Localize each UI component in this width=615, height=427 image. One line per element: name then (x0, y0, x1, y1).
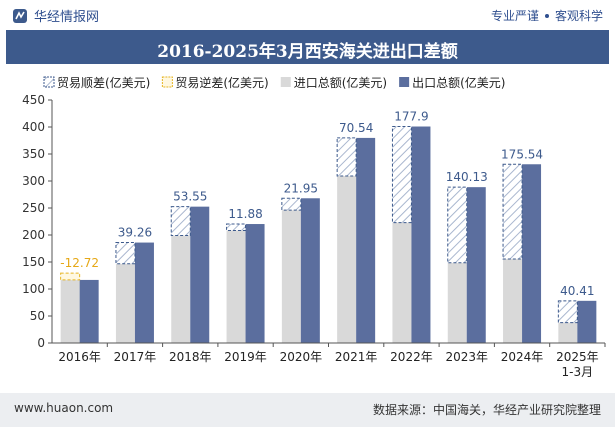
surplus-bar (336, 137, 357, 177)
data-label: 177.9 (394, 110, 428, 124)
data-label: 140.13 (446, 170, 488, 184)
deficit-bar (60, 272, 81, 281)
brand-name: 华经情报网 (34, 10, 100, 25)
surplus-bar (502, 163, 523, 260)
legend-import-swatch (280, 77, 291, 87)
y-tick-label: 0 (37, 336, 45, 350)
legend-label: 进口总额(亿美元) (294, 75, 387, 90)
import-bar (226, 230, 246, 343)
brand[interactable]: 华经情报网 (12, 6, 99, 25)
tagline: 专业严谨 客观科学 (491, 7, 603, 24)
x-tick-label: 2017年 (114, 350, 157, 364)
chart: 贸易顺差(亿美元) 贸易逆差(亿美元) 进口总额(亿美元) 出口总额(亿美元) 0 50… (22, 75, 606, 379)
export-bar (134, 242, 154, 343)
surplus-bar (226, 223, 247, 231)
surplus-bar (170, 206, 191, 237)
y-tick-label: 200 (22, 228, 45, 242)
top-bar: 华经情报网 专业严谨 客观科学 (0, 0, 615, 30)
export-bar (300, 198, 320, 343)
legend-deficit-swatch (161, 76, 173, 88)
data-label: 21.95 (284, 181, 318, 195)
x-tick-label: 2022年 (390, 350, 433, 364)
legend-export-swatch (399, 77, 410, 87)
brand-logo-icon (13, 9, 27, 23)
x-axis: 2016年 2017年 2018年 2019年 2020年 2021年 2022年 2023年… (52, 342, 606, 379)
surplus-bar (557, 300, 578, 324)
x-tick-label: 2018年 (169, 350, 212, 364)
tagline-right: 客观科学 (554, 9, 603, 23)
import-bar (281, 210, 301, 343)
import-bar (60, 273, 80, 343)
export-bar (245, 224, 265, 343)
legend-surplus-swatch (43, 76, 55, 88)
import-bar (115, 263, 135, 343)
import-bar (503, 259, 523, 343)
surplus-bar (281, 197, 302, 211)
y-tick-label: 300 (22, 174, 45, 188)
surplus-bar (447, 186, 468, 264)
x-tick-label: 2021年 (335, 350, 378, 364)
y-tick-label: 50 (30, 309, 45, 323)
x-tick-label: 2023年 (445, 350, 488, 364)
y-tick-label: 400 (22, 120, 45, 134)
data-label: -12.72 (60, 256, 99, 270)
data-label: 11.88 (228, 207, 262, 221)
x-tick-label: 2019年 (224, 350, 267, 364)
x-tick-label: 2025年 (556, 350, 599, 364)
data-label: 70.54 (339, 121, 373, 135)
export-bar (411, 126, 431, 343)
x-tick-label: 2020年 (280, 350, 323, 364)
export-bar (522, 164, 542, 343)
tagline-left: 专业严谨 (490, 9, 539, 23)
legend-label: 贸易逆差(亿美元) (175, 75, 268, 90)
export-bar (190, 206, 210, 343)
x-tick-label: 1-3月 (562, 365, 594, 379)
footer: www.huaon.com 数据来源：中国海关，华经产业研究院整理 (0, 393, 615, 427)
import-bar (337, 175, 357, 343)
y-tick-label: 100 (22, 282, 45, 296)
legend-label: 出口总额(亿美元) (412, 75, 505, 90)
export-bar (79, 279, 99, 343)
chart-title: 2016-2025年3月西安海关进出口差额 (157, 42, 458, 62)
dot-icon (544, 14, 549, 18)
title-bar: 2016-2025年3月西安海关进出口差额 (6, 30, 609, 64)
import-bar (558, 322, 578, 343)
y-tick-label: 150 (22, 255, 45, 269)
footer-source: 数据来源：中国海关，华经产业研究院整理 (372, 403, 601, 417)
data-label: 40.41 (560, 284, 594, 298)
data-label: 53.55 (173, 190, 207, 204)
export-bar (466, 187, 486, 343)
data-label: 175.54 (501, 147, 543, 161)
x-tick-label: 2024年 (501, 350, 544, 364)
import-bar (392, 222, 412, 343)
y-tick-label: 250 (22, 201, 45, 215)
export-bar (577, 300, 597, 343)
data-label: 39.26 (118, 226, 152, 240)
footer-site[interactable]: www.huaon.com (14, 401, 114, 415)
surplus-bar (115, 242, 136, 265)
y-tick-label: 450 (22, 93, 45, 107)
surplus-bar (391, 126, 412, 224)
bars: -12.72 39.26 53.55 11.88 21.95 70.54 177.9 140.… (60, 110, 597, 343)
export-bar (356, 137, 376, 343)
y-axis: 0 50 100 150 200 250 300 350 400 450 (22, 93, 53, 350)
import-bar (447, 262, 467, 343)
y-tick-label: 350 (22, 147, 45, 161)
x-tick-label: 2016年 (58, 350, 101, 364)
legend: 贸易顺差(亿美元) 贸易逆差(亿美元) 进口总额(亿美元) 出口总额(亿美元) (43, 75, 506, 90)
import-bar (171, 235, 191, 343)
legend-label: 贸易顺差(亿美元) (57, 75, 150, 90)
